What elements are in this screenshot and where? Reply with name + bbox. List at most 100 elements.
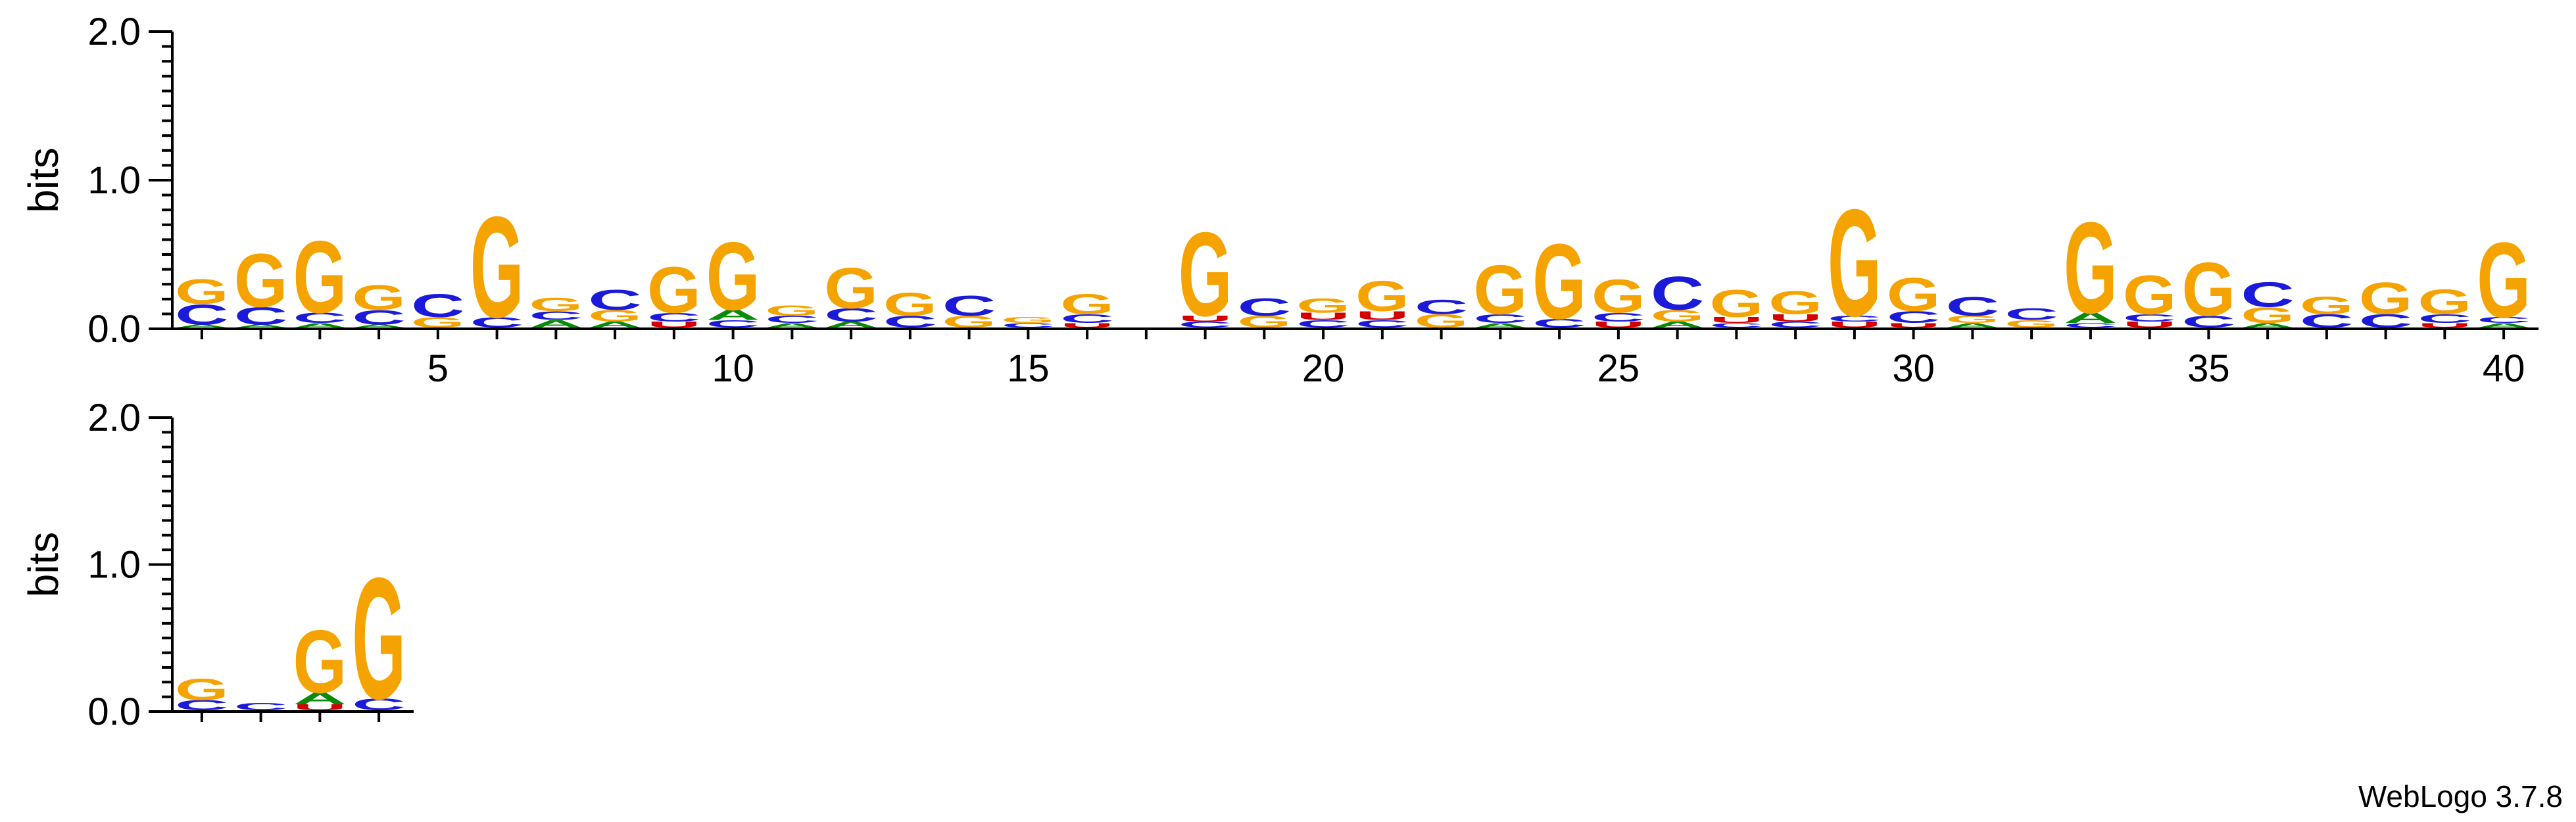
logo-column: UCG [1828, 178, 1882, 349]
logo-letter-C: C [470, 314, 524, 331]
logo-letter-C: C [1710, 322, 1764, 329]
logo-letter-C: C [2005, 305, 2058, 324]
logo-letter-G: G [1651, 307, 1705, 326]
logo-letter-A: A [2064, 310, 2118, 327]
y-tick-label: 0.0 [87, 690, 141, 733]
logo-letter-G: G [824, 256, 878, 321]
logo-letter-G: G [2005, 318, 2058, 330]
logo-column: CG [2182, 247, 2236, 332]
logo-letter-C: C [1002, 322, 1056, 329]
logo-letter-G: G [293, 612, 347, 712]
logo-letter-C: C [1532, 316, 1586, 330]
logo-letter-A: A [588, 320, 642, 329]
logo-letter-G: G [883, 286, 937, 323]
logo-letter-C: C [175, 698, 229, 713]
logo-letter-C: C [2477, 316, 2531, 325]
logo-letter-C: C [2182, 313, 2236, 331]
logo-column: CG [2359, 274, 2413, 332]
logo-letter-U: U [1592, 320, 1645, 329]
logo-letter-G: G [175, 673, 229, 707]
logo-column: C [234, 701, 288, 712]
logo-letter-G: G [352, 541, 406, 736]
logo-letter-U: U [1710, 316, 1764, 325]
x-tick-label: 15 [1007, 347, 1050, 390]
logo-letter-A: A [766, 322, 819, 329]
logo-letter-C: C [883, 313, 937, 331]
logo-letter-C: C [2123, 312, 2177, 324]
y-axis-label: bits [20, 147, 67, 213]
weblogo-credit: WebLogo 3.7.8 [2358, 779, 2563, 813]
logo-column: UCG [1060, 288, 1114, 329]
logo-letter-A: A [175, 324, 229, 328]
logo-letter-G: G [352, 278, 406, 318]
logo-column: CUG [1710, 282, 1764, 329]
logo-letter-G: G [1474, 251, 1528, 329]
logo-letter-G: G [1532, 222, 1586, 342]
x-tick-label: 30 [1892, 347, 1935, 390]
x-tick-label: 25 [1597, 347, 1640, 390]
logo-column: CG [1532, 222, 1586, 342]
logo-column: CUG [1355, 272, 1409, 330]
logo-letter-G: G [2359, 274, 2413, 324]
logo-column: CG [1002, 316, 1056, 329]
logo-letter-C: C [1592, 310, 1645, 324]
logo-letter-A: A [293, 322, 347, 329]
logo-column: CG [352, 541, 406, 736]
y-axis-label: bits [20, 532, 67, 598]
logo-column: CUG [1768, 285, 1822, 329]
logo-column: CAG [706, 222, 760, 331]
logo-letter-C: C [1355, 318, 1409, 329]
logo-letter-C: C [766, 314, 819, 325]
logo-letter-A: A [234, 324, 288, 328]
logo-column: UAG [293, 612, 347, 712]
logo-letter-G: G [1946, 314, 2000, 326]
logo-letter-A: A [1651, 320, 1705, 329]
logo-letter-G: G [1710, 282, 1764, 326]
logo-column: ACG [234, 239, 288, 330]
logo-letter-A: A [293, 690, 347, 708]
logo-letter-U: U [1768, 312, 1822, 324]
logo-letter-G: G [2182, 247, 2236, 332]
logo-column: GC [1238, 293, 1292, 331]
logo-letter-G: G [1355, 272, 1409, 321]
logo-letter-G: G [588, 307, 642, 326]
logo-letter-U: U [2418, 322, 2472, 329]
logo-letter-U: U [1296, 311, 1350, 322]
logo-column: GC [2005, 305, 2058, 329]
logo-letter-G: G [175, 272, 229, 312]
logo-column: ACG [529, 295, 583, 330]
logo-letter-C: C [1887, 308, 1941, 327]
logo-column: CG [883, 286, 937, 331]
logo-letter-A: A [824, 320, 878, 329]
logo-letter-C: C [352, 696, 406, 714]
logo-column: ACG [824, 256, 878, 329]
logo-letter-C: C [1415, 295, 1469, 318]
logo-letter-G: G [411, 314, 465, 331]
logo-column: CG [175, 673, 229, 713]
logo-column: ACG [175, 272, 229, 331]
logo-letter-U: U [293, 703, 347, 712]
logo-letter-C: C [1768, 320, 1822, 329]
logo-column: CG [470, 187, 524, 348]
logo-column: CAG [2064, 195, 2118, 341]
logo-letter-A: A [529, 318, 583, 329]
logo-column: AGC [2241, 275, 2295, 329]
logo-letter-C: C [2359, 311, 2413, 332]
y-tick-label: 2.0 [87, 11, 141, 53]
logo-letter-G: G [470, 187, 524, 348]
x-tick-label: 20 [1302, 347, 1345, 390]
logo-letter-A: A [352, 324, 406, 328]
logo-letter-C: C [647, 310, 701, 324]
logo-letter-U: U [1060, 322, 1114, 329]
x-tick-label: 10 [712, 347, 754, 390]
logo-letter-C: C [234, 701, 288, 712]
logo-letter-G: G [2300, 292, 2354, 320]
logo-letter-U: U [1355, 309, 1409, 323]
logo-letter-A: A [706, 307, 760, 324]
logo-letter-U: U [1828, 320, 1882, 329]
y-tick-label: 2.0 [87, 397, 141, 439]
logo-column: UCG [647, 253, 701, 329]
logo-letter-G: G [1238, 313, 1292, 331]
